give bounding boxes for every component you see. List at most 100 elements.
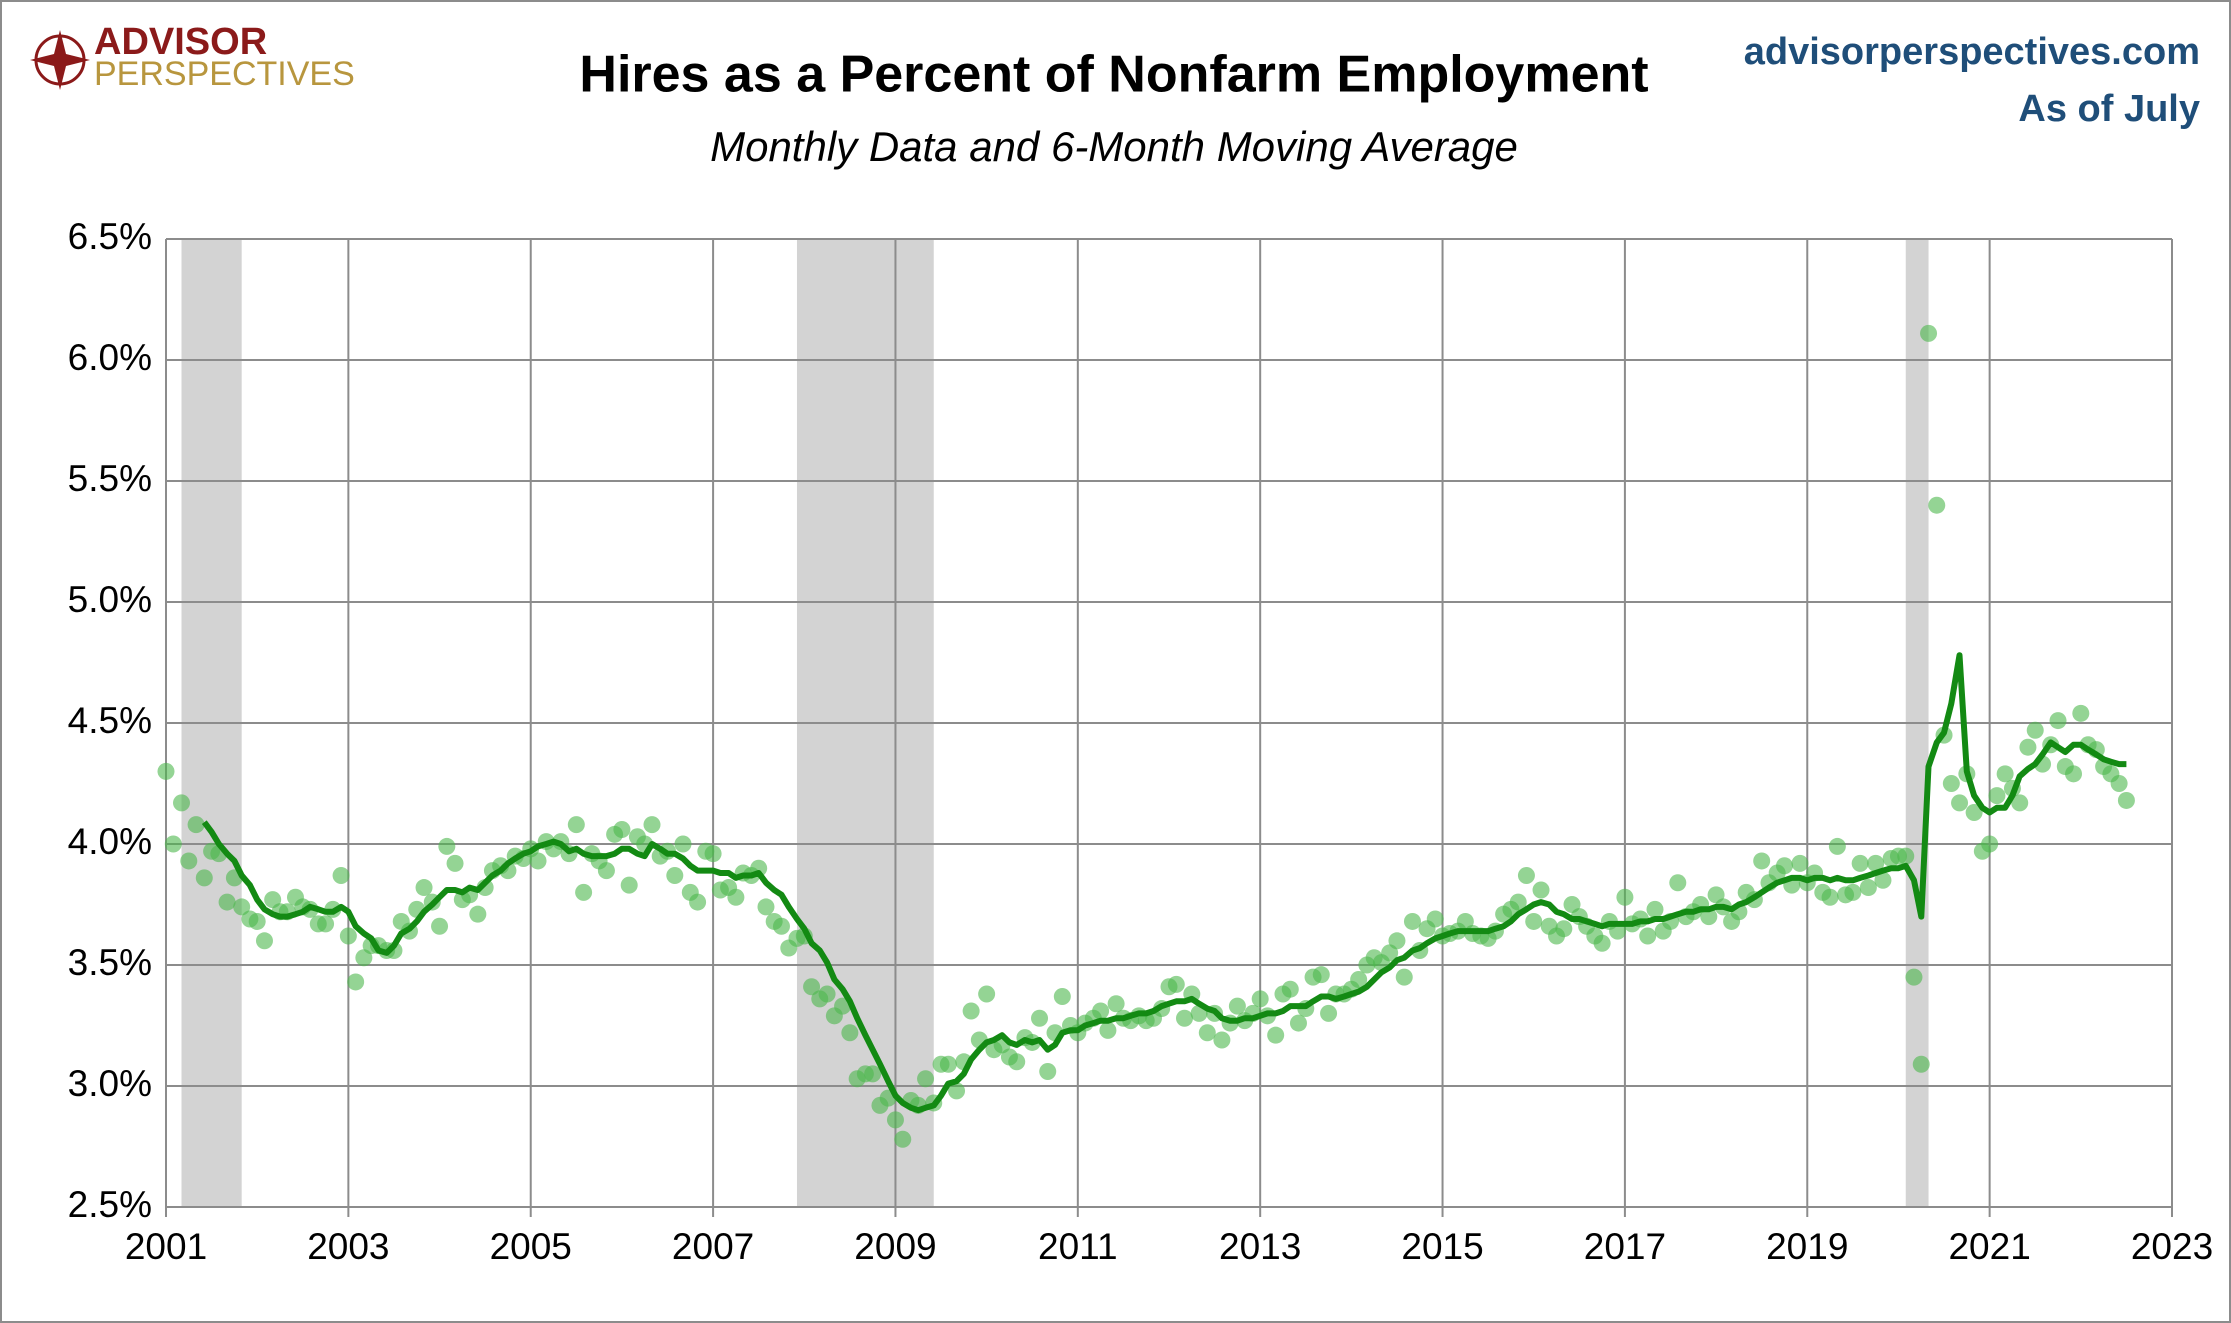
data-point (567, 816, 585, 834)
data-point (248, 912, 266, 930)
data-point (1753, 852, 1771, 870)
data-point (674, 835, 692, 853)
chart-subtitle: Monthly Data and 6-Month Moving Average (710, 123, 1518, 170)
x-tick-label: 2013 (1219, 1226, 1301, 1267)
data-point (1821, 888, 1839, 906)
data-point (339, 927, 357, 945)
data-point (1920, 324, 1938, 342)
data-point (948, 1082, 966, 1100)
data-point (643, 816, 661, 834)
data-point (1509, 893, 1527, 911)
data-point (157, 762, 175, 780)
data-point (1251, 990, 1269, 1008)
data-point (1951, 794, 1969, 812)
data-point (1031, 1009, 1049, 1027)
data-point (2049, 712, 2067, 730)
data-point (1099, 1021, 1117, 1039)
data-point (1897, 847, 1915, 865)
data-point (529, 852, 547, 870)
plot-area: 2.5% 3.0% 3.5% 4.0% 4.5% 5.0% 5.5% 6.0% 6.5% 2001… (68, 216, 2214, 1267)
data-point (613, 820, 631, 838)
data-point (1167, 975, 1185, 993)
data-point (2026, 721, 2044, 739)
data-point (1616, 888, 1634, 906)
data-point (2110, 775, 2128, 792)
data-point (704, 845, 722, 863)
data-point (347, 973, 365, 991)
x-tick-label: 2009 (854, 1226, 936, 1267)
data-point (1525, 912, 1543, 930)
data-point (620, 876, 638, 894)
logo-star (30, 30, 90, 90)
y-tick-label: 4.5% (68, 700, 152, 741)
data-point (1988, 787, 2006, 805)
data-point (1996, 765, 2014, 783)
data-point (180, 852, 198, 870)
data-point (1828, 837, 1846, 855)
as-of-label: As of July (2018, 88, 2200, 130)
y-tick-label: 2.5% (68, 1184, 152, 1225)
data-point (1859, 879, 1877, 897)
data-point (2011, 794, 2029, 812)
data-point (233, 898, 251, 916)
data-point (939, 1055, 957, 1073)
data-point (1593, 934, 1611, 952)
data-point (1403, 912, 1421, 930)
site-label: advisorperspectives.com (1744, 31, 2200, 73)
data-point (218, 893, 236, 911)
data-point (1517, 866, 1535, 884)
data-point (1426, 910, 1444, 928)
data-point (597, 862, 615, 880)
y-tick-label: 6.0% (68, 337, 152, 378)
data-point (164, 835, 182, 853)
data-point (1791, 854, 1809, 872)
logo: ADVISOR PERSPECTIVES (30, 21, 355, 93)
data-point (1981, 835, 1999, 853)
data-point (1844, 883, 1862, 901)
data-point (1039, 1062, 1057, 1080)
x-tick-label: 2019 (1766, 1226, 1848, 1267)
x-tick-label: 2007 (672, 1226, 754, 1267)
moving-average-line (201, 652, 2127, 1114)
data-point (195, 869, 213, 887)
data-point (1176, 1009, 1194, 1027)
data-point (317, 915, 335, 933)
data-point (689, 893, 707, 911)
x-tick-label: 2015 (1401, 1226, 1483, 1267)
data-point (818, 985, 836, 1003)
data-point (841, 1024, 859, 1042)
data-point (757, 898, 775, 916)
data-point (1053, 987, 1071, 1005)
logo-text: ADVISOR (94, 21, 267, 63)
data-point (1312, 966, 1330, 984)
data-point (894, 1130, 912, 1148)
data-point (1228, 997, 1246, 1015)
data-point (978, 985, 996, 1003)
data-point (1388, 932, 1406, 950)
data-point (727, 888, 745, 906)
y-tick-label: 5.5% (68, 458, 152, 499)
data-point (438, 837, 456, 855)
data-point (1669, 874, 1687, 892)
data-point (1928, 496, 1946, 514)
x-tick-label: 2011 (1038, 1226, 1118, 1267)
x-tick-label: 2017 (1584, 1226, 1666, 1267)
data-point (1350, 971, 1368, 989)
data-point (2117, 791, 2135, 809)
data-point (446, 854, 464, 872)
data-point (187, 816, 205, 834)
x-tick-label: 2021 (1948, 1226, 2030, 1267)
x-tick-label: 2005 (490, 1226, 572, 1267)
data-point (1867, 854, 1885, 872)
data-point (803, 978, 821, 996)
data-point (1281, 980, 1299, 998)
data-point (886, 1111, 904, 1129)
data-point (1965, 804, 1983, 822)
data-point (1320, 1004, 1338, 1022)
data-point (864, 1065, 882, 1083)
data-point (1942, 775, 1960, 792)
x-tick-label: 2023 (2131, 1226, 2213, 1267)
data-point (1555, 920, 1573, 938)
data-point (1289, 1014, 1307, 1032)
